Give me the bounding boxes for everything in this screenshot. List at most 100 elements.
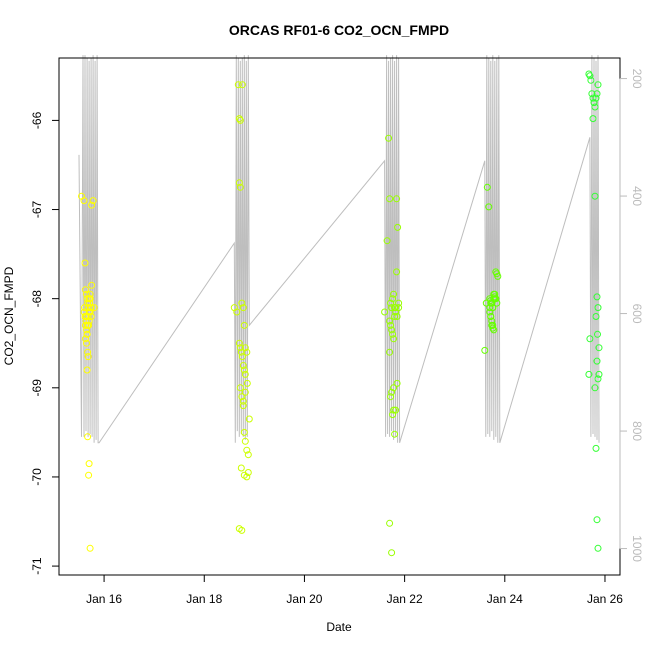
- data-point: [590, 99, 598, 107]
- data-point: [491, 290, 499, 298]
- x-axis: Jan 16 Jan 18 Jan 20 Jan 22 Jan 24 Jan 26: [86, 574, 623, 606]
- data-point: [84, 313, 92, 320]
- data-point: [241, 370, 249, 378]
- data-point: [88, 201, 96, 209]
- data-point: [241, 437, 249, 445]
- data-point: [236, 384, 244, 392]
- data-point: [85, 460, 93, 468]
- data-point: [592, 444, 600, 452]
- data-point: [240, 366, 248, 374]
- data-point: [83, 326, 90, 334]
- secondary-y-axis: 200 400 600 800 1000: [619, 69, 644, 562]
- data-point: [243, 379, 251, 387]
- data-point: [387, 393, 395, 401]
- data-point: [391, 430, 399, 438]
- data-point: [595, 370, 603, 378]
- data-point: [494, 272, 502, 280]
- data-point: [389, 295, 397, 303]
- data-point: [82, 286, 89, 294]
- data-point: [589, 94, 597, 102]
- series-rf03: [381, 134, 403, 557]
- data-point: [86, 290, 94, 298]
- series-rf02: [230, 81, 253, 534]
- data-point: [237, 348, 245, 356]
- data-point: [489, 304, 497, 312]
- data-point: [88, 281, 96, 289]
- y2-tick-label: 1000: [630, 535, 644, 562]
- data-point: [387, 321, 395, 329]
- altitude-track-line: [78, 55, 600, 444]
- data-point: [488, 317, 496, 325]
- data-point: [86, 544, 94, 552]
- data-point: [487, 313, 495, 320]
- data-point: [84, 433, 92, 441]
- data-point: [394, 223, 402, 231]
- data-point: [390, 335, 398, 343]
- data-point: [481, 346, 489, 354]
- data-point: [587, 76, 595, 84]
- data-point: [236, 116, 244, 124]
- data-point: [86, 308, 94, 316]
- data-point: [390, 290, 398, 298]
- data-point: [391, 313, 399, 320]
- data-point: [487, 299, 495, 307]
- y-tick-label: -68: [30, 290, 44, 308]
- x-tick-label: Jan 18: [186, 592, 222, 606]
- data-point: [594, 330, 601, 338]
- data-point: [593, 357, 601, 365]
- data-point: [83, 339, 90, 347]
- data-point: [594, 81, 602, 89]
- data-point: [245, 415, 253, 423]
- series-rf01: [78, 192, 98, 552]
- data-point: [81, 259, 89, 267]
- y-axis-label: CO2_OCN_FMPD: [2, 266, 16, 365]
- data-point: [241, 388, 249, 396]
- data-point: [386, 317, 394, 325]
- data-point: [235, 339, 243, 347]
- y-tick-label: -67: [30, 201, 44, 219]
- y2-tick-label: 400: [630, 186, 644, 206]
- data-point: [240, 428, 248, 436]
- data-point: [388, 304, 396, 312]
- data-point: [592, 313, 600, 320]
- data-point: [585, 370, 593, 378]
- data-point: [236, 183, 244, 191]
- data-point: [390, 384, 398, 392]
- data-point: [82, 321, 89, 329]
- data-point: [86, 299, 94, 307]
- data-point: [238, 299, 246, 307]
- data-point: [592, 94, 600, 102]
- x-tick-label: Jan 22: [387, 592, 423, 606]
- data-point: [390, 406, 398, 414]
- data-point: [89, 197, 97, 205]
- data-point: [233, 308, 241, 316]
- data-point: [386, 519, 394, 527]
- data-point: [238, 353, 246, 361]
- data-point: [237, 464, 245, 472]
- data-point: [236, 344, 244, 352]
- data-point: [594, 304, 602, 312]
- data-point: [87, 313, 95, 320]
- data-point: [239, 362, 247, 369]
- data-point: [388, 388, 396, 396]
- y2-tick-label: 600: [630, 304, 644, 324]
- data-point: [593, 90, 601, 98]
- data-point: [234, 81, 242, 89]
- data-point: [393, 195, 401, 203]
- data-point: [244, 451, 252, 459]
- data-point: [485, 203, 493, 211]
- y-tick-label: -69: [30, 379, 44, 397]
- data-point: [239, 397, 247, 405]
- data-point: [238, 393, 246, 401]
- data-point: [593, 293, 601, 301]
- y-tick-label: -66: [30, 111, 44, 129]
- data-point: [393, 313, 401, 320]
- data-point: [385, 134, 393, 142]
- data-point: [588, 90, 596, 98]
- data-point: [388, 326, 396, 334]
- data-point: [389, 411, 397, 419]
- data-point: [238, 81, 246, 89]
- data-point: [395, 304, 403, 312]
- data-point: [386, 348, 394, 356]
- data-point: [85, 321, 93, 329]
